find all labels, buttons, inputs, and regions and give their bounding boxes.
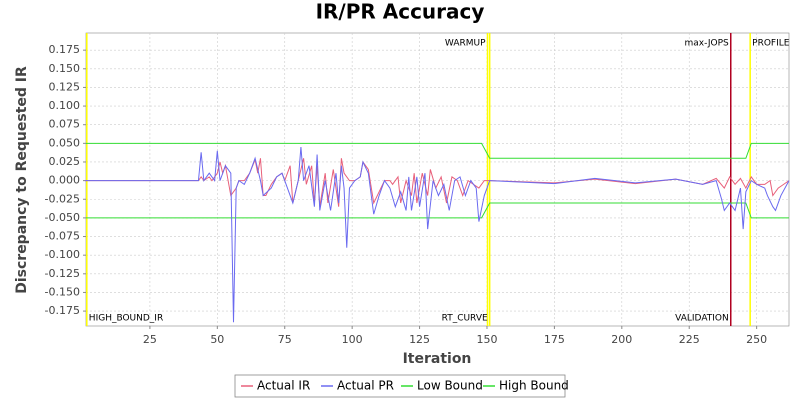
y-tick-label: -0.175 [45,304,80,317]
x-tick-label: 200 [611,333,632,346]
legend-label: Low Bound [417,379,483,393]
x-tick-label: 150 [476,333,497,346]
marker-label: PROFILE [752,39,790,49]
y-tick-label: 0.050 [49,136,81,149]
x-axis-label: Iteration [403,351,472,367]
legend-box [234,374,566,398]
legend-label: High Bound [499,379,569,393]
y-tick-label: 0.150 [49,62,81,75]
marker-label: WARMUP [445,39,486,49]
y-tick-label: -0.125 [45,267,80,280]
y-tick-label: 0.025 [49,155,81,168]
y-tick-label: -0.100 [45,248,80,261]
y-tick-label: -0.150 [45,285,80,298]
y-tick-label: 0.175 [49,43,81,56]
marker-label: VALIDATION [675,314,729,324]
y-axis-label: Discrepancy to Requested IR [14,66,30,294]
marker-label: RT_CURVE [442,314,488,324]
y-tick-label: 0.100 [49,99,81,112]
legend-label: Actual PR [337,379,394,393]
marker-label: HIGH_BOUND_IR [89,314,163,324]
x-tick-label: 250 [746,333,767,346]
x-tick-label: 125 [409,333,430,346]
marker-label: max-JOPS [685,39,730,49]
y-tick-label: -0.050 [45,211,80,224]
series-line [85,147,790,323]
x-tick-label: 75 [278,333,292,346]
series-line [86,142,789,159]
x-tick-label: 50 [210,333,224,346]
legend-label: Actual IR [257,379,310,393]
y-tick-label: -0.075 [45,230,80,243]
y-tick-label: 0.125 [49,80,81,93]
x-tick-label: 25 [143,333,157,346]
plot-area [85,32,790,327]
y-tick-label: -0.025 [45,192,80,205]
chart-title: IR/PR Accuracy [316,0,485,24]
x-tick-label: 100 [342,333,363,346]
x-tick-label: 225 [679,333,700,346]
y-tick-label: 0.075 [49,118,81,131]
series-line [86,202,789,219]
y-tick-label: 0.000 [49,174,81,187]
x-tick-label: 175 [544,333,565,346]
